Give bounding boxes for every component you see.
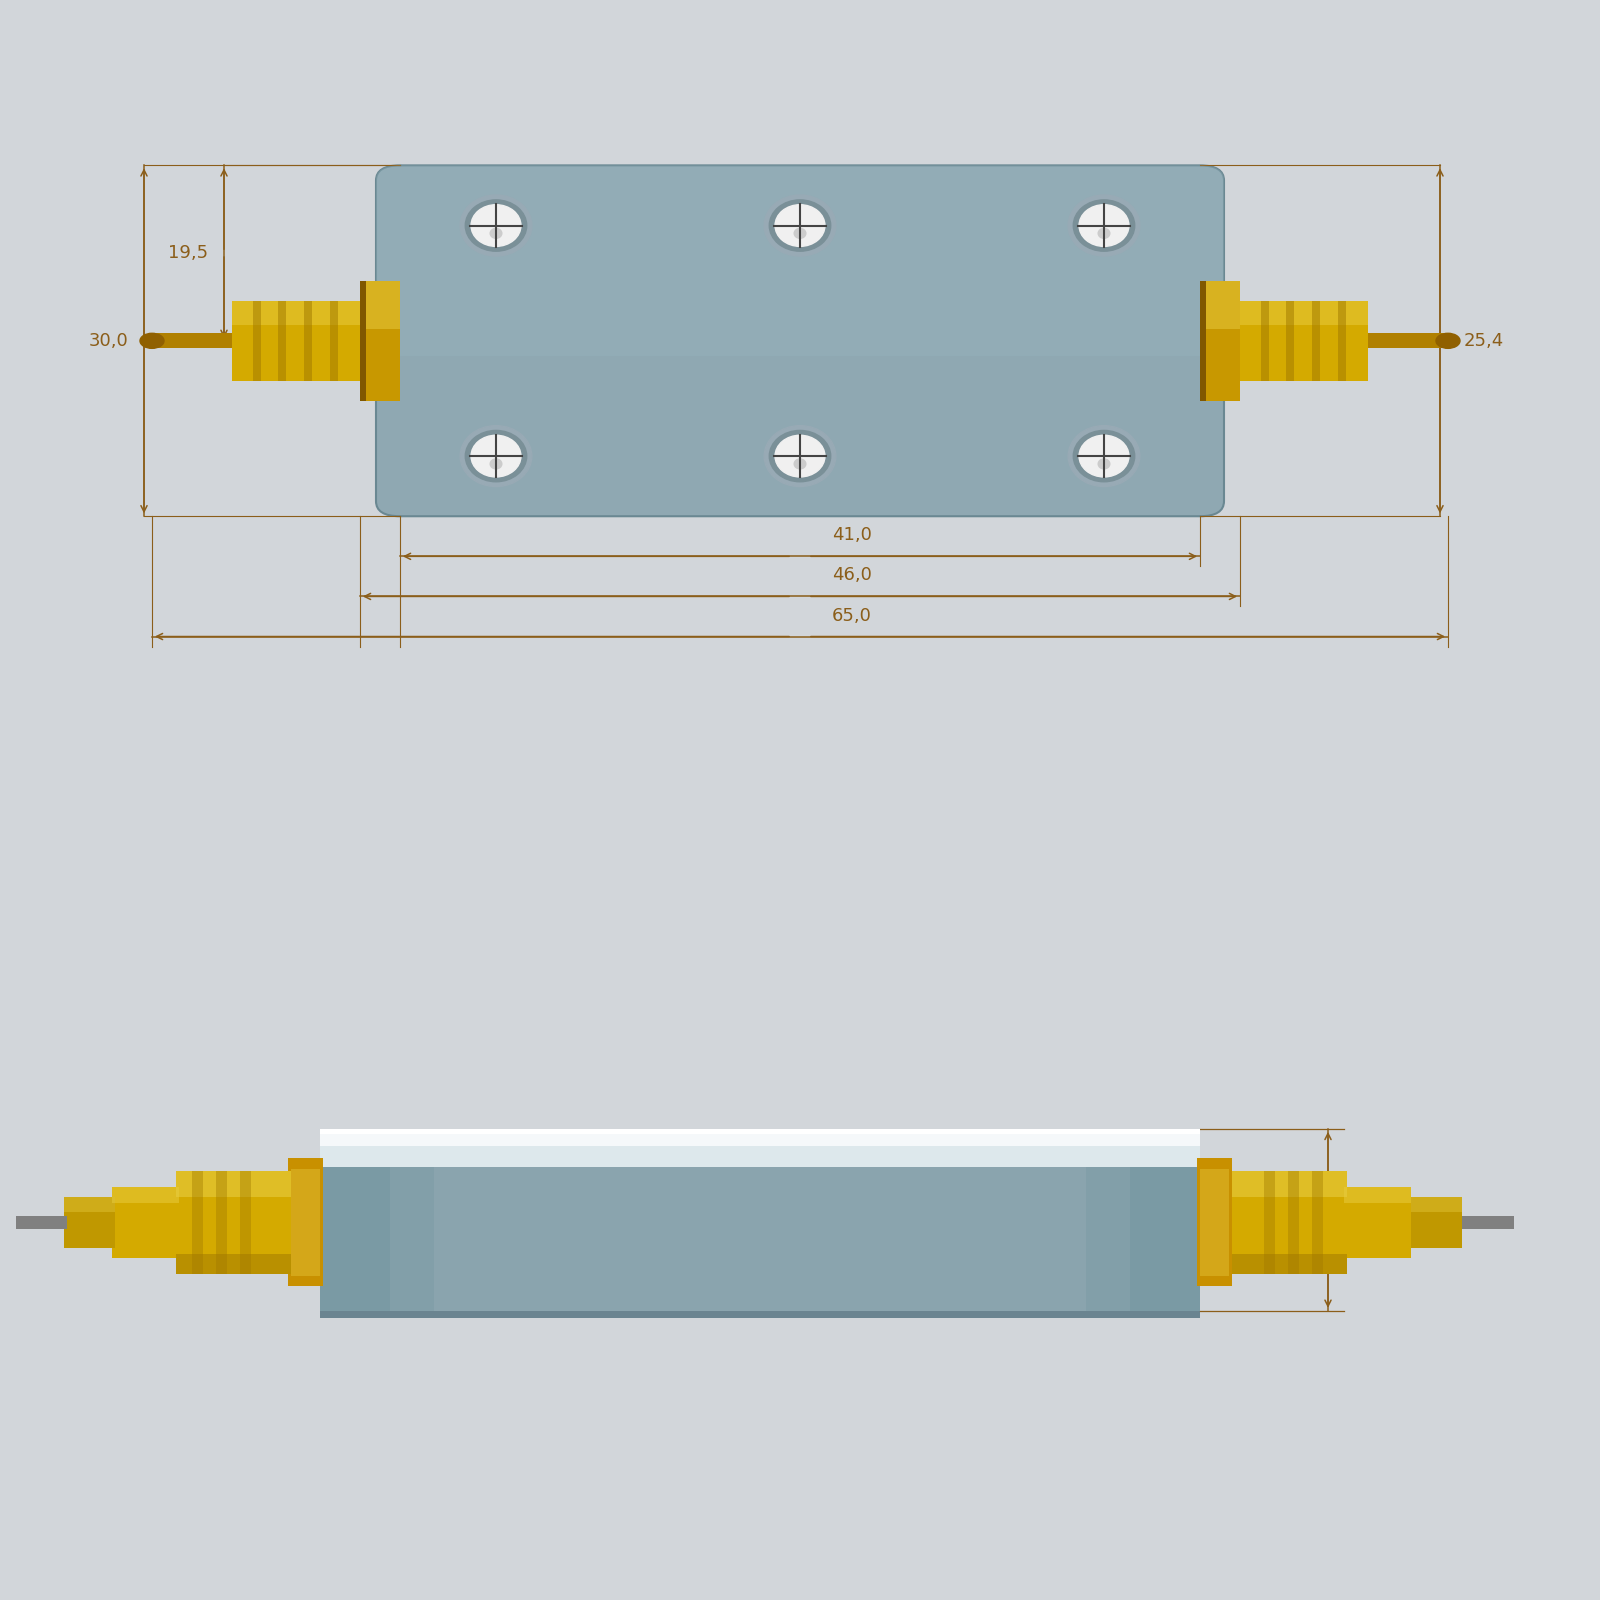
Bar — [176, 1171, 291, 1274]
Bar — [216, 1171, 227, 1274]
Ellipse shape — [466, 430, 526, 482]
Text: 46,0: 46,0 — [832, 566, 872, 584]
Bar — [112, 1187, 179, 1203]
Bar — [1261, 301, 1269, 381]
Bar — [1200, 280, 1240, 402]
Bar — [1232, 1171, 1347, 1197]
Bar — [1240, 301, 1368, 381]
Text: 25,4: 25,4 — [1464, 331, 1504, 350]
Bar — [320, 1133, 1200, 1146]
Bar — [64, 1197, 115, 1248]
Bar — [64, 1197, 115, 1213]
Bar — [1200, 280, 1240, 328]
Text: 41,0: 41,0 — [832, 526, 872, 544]
Ellipse shape — [1069, 195, 1139, 256]
Bar — [278, 301, 286, 381]
Bar — [1232, 1254, 1347, 1274]
Ellipse shape — [1078, 435, 1130, 477]
Ellipse shape — [1074, 430, 1134, 482]
Ellipse shape — [470, 205, 522, 246]
Bar — [390, 1139, 435, 1310]
Bar — [232, 301, 360, 381]
Bar — [176, 1254, 291, 1274]
Bar — [1344, 1187, 1411, 1258]
Ellipse shape — [1098, 229, 1110, 238]
Ellipse shape — [770, 430, 830, 482]
FancyBboxPatch shape — [376, 165, 1224, 355]
Ellipse shape — [1078, 205, 1130, 246]
Bar — [360, 280, 400, 402]
Ellipse shape — [1069, 426, 1139, 486]
Ellipse shape — [470, 435, 522, 477]
Bar — [330, 301, 338, 381]
Text: 19,5: 19,5 — [168, 245, 208, 262]
Bar — [1264, 1171, 1275, 1274]
Bar — [320, 1139, 1200, 1310]
Bar — [240, 1171, 251, 1274]
Ellipse shape — [461, 195, 531, 256]
Ellipse shape — [765, 426, 835, 486]
Bar — [1368, 333, 1448, 349]
Circle shape — [141, 333, 165, 349]
Ellipse shape — [770, 200, 830, 251]
Bar — [1232, 1171, 1347, 1274]
Bar — [360, 280, 400, 328]
Text: 65,0: 65,0 — [832, 606, 872, 624]
Bar — [1344, 1187, 1411, 1203]
Bar — [112, 1187, 179, 1258]
Bar — [232, 301, 360, 325]
Bar — [1288, 1171, 1299, 1274]
Ellipse shape — [794, 459, 806, 469]
Bar — [320, 1139, 1200, 1318]
Bar — [1085, 1139, 1130, 1310]
Bar — [304, 301, 312, 381]
Bar — [1286, 301, 1294, 381]
Bar — [176, 1171, 291, 1197]
Text: 12,0: 12,0 — [1352, 1211, 1392, 1229]
Bar — [291, 1168, 320, 1277]
Text: 30,0: 30,0 — [88, 331, 128, 350]
Circle shape — [1437, 333, 1459, 349]
Ellipse shape — [1074, 200, 1134, 251]
Ellipse shape — [490, 459, 502, 469]
Bar — [192, 1171, 203, 1274]
Bar — [320, 1130, 1200, 1134]
Ellipse shape — [1098, 459, 1110, 469]
FancyBboxPatch shape — [376, 165, 1224, 517]
Bar — [320, 1139, 390, 1310]
Bar — [288, 1158, 323, 1286]
Ellipse shape — [765, 195, 835, 256]
Bar — [1130, 1139, 1200, 1310]
Bar — [320, 1136, 1200, 1168]
Bar — [1197, 1158, 1232, 1286]
Bar — [1240, 301, 1368, 325]
Bar — [16, 1216, 67, 1229]
Bar — [360, 280, 366, 402]
Bar — [152, 333, 232, 349]
Bar — [1312, 1171, 1323, 1274]
Bar — [1338, 301, 1346, 381]
Bar — [320, 1139, 1200, 1310]
Ellipse shape — [461, 426, 531, 486]
Bar — [253, 301, 261, 381]
Bar — [1411, 1197, 1462, 1213]
Bar — [1200, 1168, 1229, 1277]
Ellipse shape — [466, 200, 526, 251]
Bar — [1462, 1216, 1514, 1229]
Ellipse shape — [774, 205, 826, 246]
Ellipse shape — [794, 229, 806, 238]
Ellipse shape — [774, 435, 826, 477]
Bar — [1312, 301, 1320, 381]
Ellipse shape — [490, 229, 502, 238]
Bar — [1411, 1197, 1462, 1248]
Bar — [1200, 280, 1206, 402]
